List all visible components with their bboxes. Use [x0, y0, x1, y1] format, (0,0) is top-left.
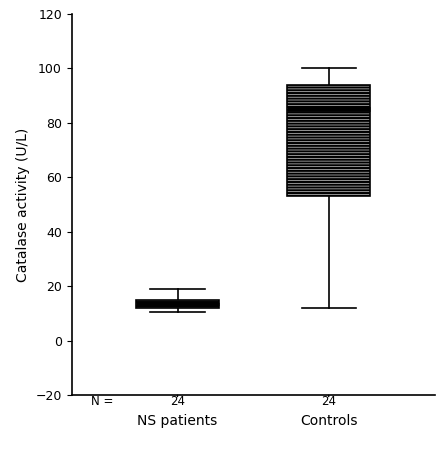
Text: 24: 24 [170, 395, 185, 408]
Bar [136, 300, 219, 308]
Text: Controls: Controls [300, 414, 358, 428]
Text: N =: N = [91, 395, 113, 408]
Text: 24: 24 [321, 395, 336, 408]
Bar [287, 85, 370, 196]
Text: NS patients: NS patients [138, 414, 218, 428]
Y-axis label: Catalase activity (U/L): Catalase activity (U/L) [16, 127, 30, 282]
